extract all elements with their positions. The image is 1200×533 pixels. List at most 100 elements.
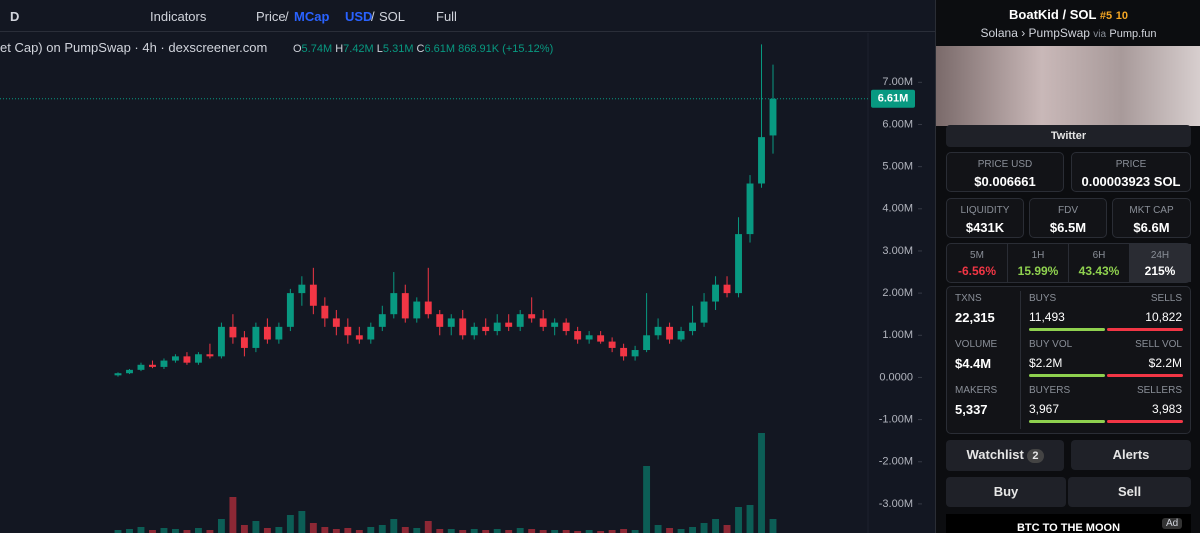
ad[interactable]: BTC TO THE MOON [946, 514, 1191, 533]
candle-body [620, 347, 628, 357]
candle-body [758, 137, 765, 184]
volume-bar [585, 530, 593, 533]
candle-body [723, 284, 731, 294]
volume-bar [758, 433, 765, 533]
stat-right-value: 3,983 [1151, 402, 1182, 416]
volume-bar [654, 525, 662, 533]
y-tick-label: 7.00M [882, 76, 913, 88]
volume-bar [355, 530, 363, 533]
candle-body [447, 318, 455, 327]
candle-body [263, 326, 271, 340]
candle-body [608, 341, 616, 348]
candle-body [309, 284, 317, 306]
c: C [416, 43, 425, 55]
candle-body [516, 314, 524, 327]
volume-bar [769, 519, 777, 533]
candle-body [321, 305, 329, 319]
candle-body [183, 356, 191, 363]
candle-body [240, 337, 248, 348]
full[interactable]: Full [436, 9, 457, 24]
volume-bar [240, 525, 248, 533]
candle-body [137, 364, 145, 370]
base: BoatKid [1009, 7, 1059, 22]
candle-body [401, 293, 409, 319]
volume-bar [620, 529, 628, 533]
value: $6.6M [1133, 220, 1170, 235]
chart: 7.00M 6.00M 5.00M 4.00M 3.00M 2.00M 1.00M 0.000… [0, 33, 922, 533]
stat-right-label: SELLERS [1136, 385, 1182, 396]
volume-bar [597, 531, 605, 533]
twitter[interactable]: Twitter [946, 125, 1191, 147]
tab[interactable]: 5M -6.56% [947, 244, 1008, 282]
candle-body [677, 331, 685, 340]
candle-body [654, 326, 662, 336]
tab[interactable]: 1H 15.99% [1008, 244, 1069, 282]
candle-body [114, 373, 122, 376]
candle-body [275, 326, 283, 340]
y-tick-label: 2.00M [882, 287, 913, 299]
mcap-toggle[interactable]: MCap [294, 9, 330, 24]
volume-bar [666, 528, 674, 533]
c-value: 6.61M [424, 43, 456, 55]
tab[interactable]: 6H 43.43% [1069, 244, 1130, 282]
boosts: 10 [1115, 10, 1128, 22]
label: FDV [1058, 205, 1078, 216]
volume-bar [574, 531, 582, 533]
stat-right-label: SELL VOL [1135, 339, 1182, 350]
alerts[interactable]: Alerts [1071, 440, 1191, 470]
candle-body [424, 301, 432, 315]
candle-body [344, 326, 352, 336]
watchlist[interactable]: Watchlist 2 [946, 440, 1064, 471]
chain[interactable]: Solana [980, 26, 1018, 40]
candle-body [217, 326, 225, 357]
candle-body [746, 183, 754, 235]
l: L [376, 43, 383, 55]
volume-bar [643, 466, 651, 533]
y-tick-label: 4.00M [882, 203, 913, 215]
txn-stats: TXNS 22,315 BUYS 11,493 SELLS 10,822 VOLUME $4.… [946, 286, 1191, 434]
volume-bar [516, 528, 524, 533]
sol-toggle[interactable]: SOL [379, 9, 406, 24]
candle-body [229, 326, 237, 338]
volume-bar [493, 529, 501, 533]
liquidity: LIQUIDITY $431K [946, 198, 1024, 238]
tab[interactable]: 24H 215% [1130, 244, 1191, 282]
interval[interactable]: D [10, 9, 20, 24]
y-tick-label: -1.00M [879, 413, 913, 425]
y-tick-label: -2.00M [879, 456, 913, 468]
fdv: FDV $6.5M [1029, 198, 1107, 238]
candle-body [631, 350, 639, 357]
via: via [1093, 29, 1107, 40]
stat-left-label: BUYERS [1029, 385, 1071, 396]
label: PRICE USD [977, 159, 1033, 170]
volume-bar [172, 529, 179, 533]
candle-body [172, 356, 179, 361]
launchpad[interactable]: Pump.fun [1109, 28, 1157, 40]
divider [1020, 291, 1021, 429]
pair: BoatKid / SOL #5 10 [936, 7, 1200, 22]
buy[interactable]: Buy [946, 477, 1066, 507]
buy-bar [1029, 328, 1105, 331]
tab-value: 215% [1144, 264, 1176, 278]
candle-body [126, 369, 133, 374]
price-toggle[interactable]: Price [256, 9, 286, 24]
value: $431K [965, 220, 1005, 235]
indicators[interactable]: Indicators [150, 9, 207, 24]
volume-bar [137, 527, 145, 533]
volume-bar [183, 530, 191, 533]
candle-body [700, 301, 708, 323]
route: Solana › PumpSwap via Pump.fun [980, 26, 1157, 40]
dex[interactable]: PumpSwap [1028, 26, 1090, 40]
volume-bar [378, 525, 386, 533]
sell[interactable]: Sell [1068, 477, 1191, 507]
volume-bar [217, 519, 225, 533]
usd-toggle[interactable]: USD [345, 9, 373, 24]
ohlc: O5.74M H7.42M L5.31M C6.61M 868.91K (+15… [293, 43, 553, 55]
label: PRICE [1115, 159, 1147, 170]
volume-bar [286, 515, 294, 533]
candle-body [286, 293, 294, 327]
label: MKT CAP [1129, 205, 1174, 216]
volume-bar [114, 530, 122, 533]
buy-bar [1029, 420, 1105, 423]
candle-body [643, 335, 651, 351]
